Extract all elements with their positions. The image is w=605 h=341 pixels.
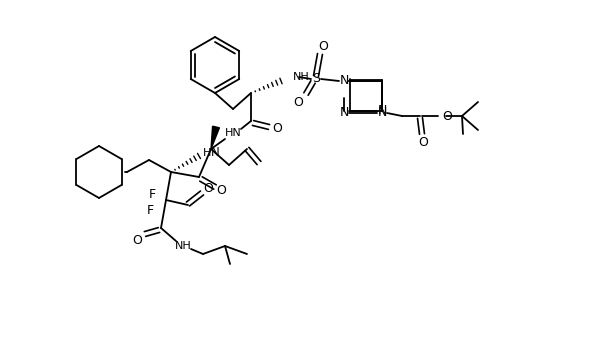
Text: O: O bbox=[318, 41, 328, 54]
Text: N: N bbox=[378, 106, 387, 119]
Text: N: N bbox=[211, 147, 220, 160]
Text: NH: NH bbox=[175, 241, 191, 251]
Text: N: N bbox=[339, 106, 348, 119]
Text: F: F bbox=[148, 188, 155, 201]
Polygon shape bbox=[211, 126, 220, 149]
Text: O: O bbox=[272, 122, 282, 135]
Text: N: N bbox=[339, 74, 348, 88]
Text: N: N bbox=[378, 104, 387, 118]
Text: S: S bbox=[312, 73, 320, 86]
Text: O: O bbox=[418, 136, 428, 149]
Text: HN: HN bbox=[224, 128, 241, 138]
Text: O: O bbox=[216, 184, 226, 197]
Text: O: O bbox=[293, 95, 303, 108]
Text: O: O bbox=[132, 235, 142, 248]
Text: O: O bbox=[203, 181, 213, 194]
Text: O: O bbox=[442, 109, 452, 122]
Text: F: F bbox=[146, 204, 154, 217]
Text: H: H bbox=[203, 148, 211, 158]
Text: NH: NH bbox=[293, 72, 310, 82]
